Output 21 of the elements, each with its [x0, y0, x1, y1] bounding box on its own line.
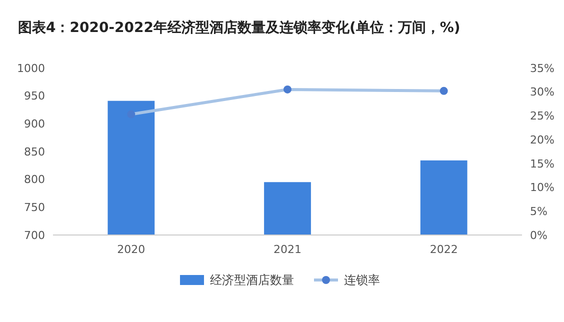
- y2-tick-label: 10%: [530, 181, 554, 194]
- y2-tick-label: 0%: [530, 228, 548, 242]
- y-tick-label: 800: [24, 173, 45, 186]
- x-tick-label: 2021: [274, 243, 302, 256]
- y2-tick-label: 15%: [530, 157, 554, 170]
- y2-tick-label: 35%: [530, 62, 554, 75]
- y2-tick-label: 25%: [530, 110, 554, 123]
- y-tick-label: 850: [24, 145, 45, 158]
- x-tick-label: 2020: [117, 243, 146, 256]
- chart-title: 图表4：2020-2022年经济型酒店数量及连锁率变化(单位：万间，%): [18, 19, 460, 36]
- y2-tick-label: 30%: [530, 86, 554, 99]
- x-tick-label: 2022: [430, 243, 458, 256]
- y-tick-label: 1000: [17, 62, 45, 75]
- y-tick-label: 750: [24, 201, 45, 214]
- legend-label: 经济型酒店数量: [210, 273, 294, 288]
- y2-tick-label: 20%: [530, 133, 554, 146]
- y-tick-label: 700: [24, 228, 45, 242]
- y-tick-label: 900: [24, 118, 45, 131]
- y2-tick-label: 5%: [530, 204, 548, 218]
- legend-label: 连锁率: [344, 273, 380, 288]
- y-tick-label: 950: [24, 90, 45, 103]
